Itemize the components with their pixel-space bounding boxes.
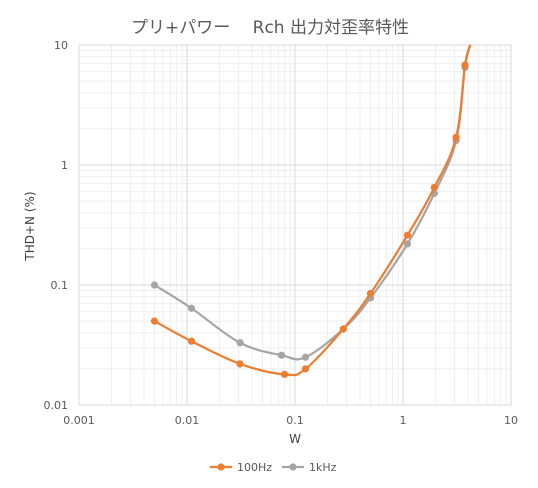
data-point (461, 61, 469, 69)
data-point (187, 304, 196, 312)
data-point (301, 353, 310, 361)
data-point (236, 339, 244, 347)
series-line (153, 44, 472, 377)
data-point (277, 351, 286, 359)
x-tick-label: 0.001 (63, 414, 95, 427)
data-point (430, 183, 438, 192)
series-line (153, 44, 472, 361)
data-point (452, 133, 460, 141)
legend-marker (217, 463, 225, 471)
legend: 100Hz 1kHz (210, 461, 337, 474)
x-tick-label: 1 (400, 414, 407, 427)
y-tick-label: 1 (61, 159, 68, 172)
legend-label: 1kHz (309, 461, 337, 474)
data-point (301, 365, 310, 373)
data-point (236, 360, 244, 368)
x-tick-label: 0.01 (175, 414, 200, 427)
data-point (280, 370, 289, 378)
data-point (150, 317, 159, 325)
legend-marker (289, 463, 297, 471)
x-axis-title: W (289, 432, 301, 446)
series-layer (150, 44, 472, 378)
legend-item-100Hz: 100Hz (210, 461, 272, 474)
data-point (403, 240, 412, 248)
y-axis-ticks: 0.01 0.1 1 10 (44, 39, 69, 412)
chart-title: プリ+パワー Rch 出力対歪率特性 (131, 18, 409, 38)
x-tick-label: 10 (504, 414, 518, 427)
gridlines (78, 44, 512, 406)
legend-item-1kHz: 1kHz (282, 461, 337, 474)
legend-label: 100Hz (237, 461, 272, 474)
data-point (150, 281, 159, 289)
data-point (187, 337, 196, 345)
data-point (339, 325, 347, 333)
data-point (403, 231, 412, 239)
data-point (366, 289, 375, 298)
series-100Hz (150, 44, 472, 378)
y-tick-label: 0.1 (51, 279, 69, 292)
x-tick-label: 0.1 (286, 414, 304, 427)
y-axis-title: THD+N (%) (23, 191, 37, 261)
y-tick-label: 0.01 (44, 399, 69, 412)
y-tick-label: 10 (54, 39, 68, 52)
x-axis-ticks: 0.001 0.01 0.1 1 10 (63, 414, 518, 427)
